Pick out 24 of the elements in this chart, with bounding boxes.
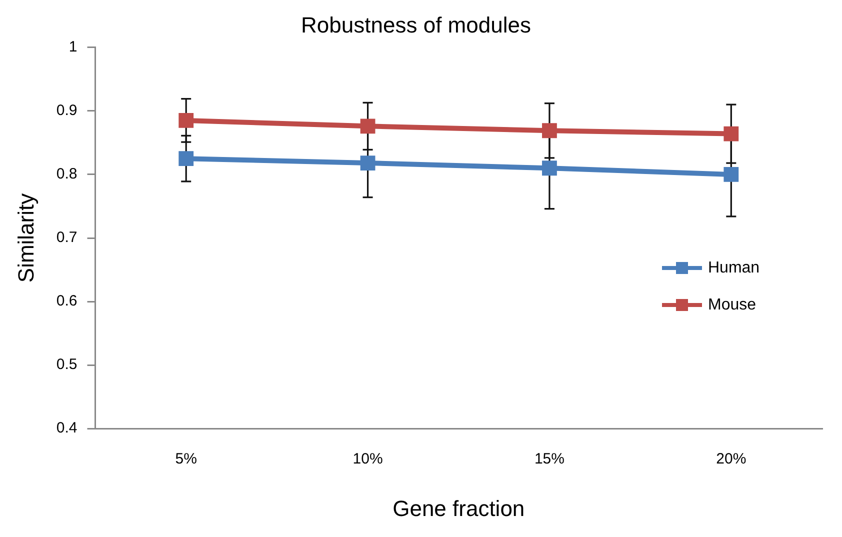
x-tick-label: 20% (716, 450, 746, 468)
x-tick-label: 15% (534, 450, 564, 468)
point (178, 151, 194, 166)
legend-label: Human (708, 259, 760, 276)
y-tick-label: 0.4 (56, 420, 78, 437)
point (360, 156, 376, 170)
legend-label: Mouse (708, 296, 756, 314)
chart-title: Robustness of modules (301, 12, 531, 38)
y-tick-label: 0.9 (56, 102, 78, 120)
point (178, 113, 194, 128)
point (542, 123, 557, 138)
y-tick-label: 1 (68, 38, 78, 56)
y-tick-label: 0.6 (56, 292, 78, 310)
point (542, 160, 557, 176)
point (724, 126, 739, 142)
y-axis-title: Similarity (13, 193, 38, 283)
point (360, 118, 376, 134)
point (724, 167, 739, 182)
y-tick-label: 0.7 (56, 229, 78, 246)
x-tick-label: 10% (352, 450, 383, 468)
x-tick-label: 5% (175, 450, 197, 468)
y-tick-label: 0.5 (56, 356, 78, 374)
y-tick-label: 0.8 (56, 166, 78, 183)
x-axis-title: Gene fraction (392, 496, 525, 521)
